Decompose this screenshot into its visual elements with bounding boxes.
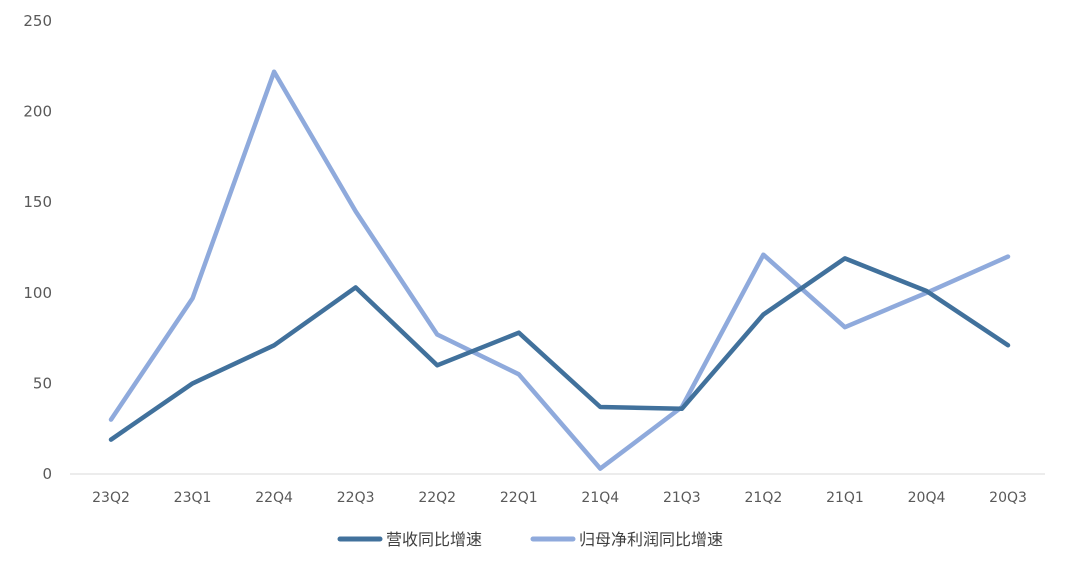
- x-tick-label: 23Q1: [174, 490, 212, 506]
- legend: 营收同比增速 归母净利润同比增速: [337, 530, 723, 549]
- y-tick-label: 250: [23, 12, 52, 30]
- y-tick-label: 50: [33, 374, 52, 392]
- legend-label-1: 营收同比增速: [386, 530, 482, 549]
- x-tick-label: 21Q2: [745, 490, 783, 506]
- x-tick-label: 22Q1: [500, 490, 538, 506]
- x-tick-label: 20Q4: [908, 490, 946, 506]
- series-lines: [108, 69, 1011, 471]
- x-tick-label: 23Q2: [92, 490, 130, 506]
- series-line-1: [108, 256, 1011, 442]
- x-tick-label: 21Q3: [663, 490, 701, 506]
- y-tick-label: 0: [42, 465, 52, 483]
- x-tick-label: 22Q2: [418, 490, 456, 506]
- y-tick-label: 100: [23, 284, 52, 302]
- series-line-2: [108, 69, 1011, 471]
- y-tick-label: 150: [23, 193, 52, 211]
- x-tick-label: 21Q1: [826, 490, 864, 506]
- y-tick-label: 200: [23, 103, 52, 121]
- legend-label-2: 归母净利润同比增速: [579, 530, 723, 549]
- axes: 0 50 100 150 200 250 23Q2 23Q1 22Q4 22Q3 22Q2 22Q1 2…: [23, 12, 1045, 506]
- x-tick-label: 22Q4: [255, 490, 293, 506]
- x-tick-label: 22Q3: [337, 490, 375, 506]
- x-tick-label: 20Q3: [989, 490, 1027, 506]
- x-tick-label: 21Q4: [581, 490, 619, 506]
